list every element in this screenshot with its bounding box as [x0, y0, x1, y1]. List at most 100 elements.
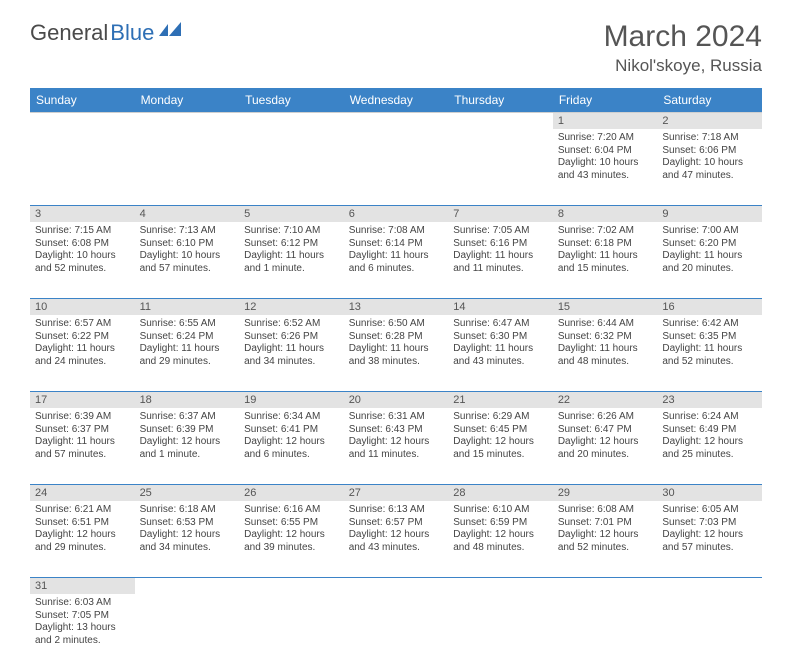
- day-d1: Daylight: 12 hours: [140, 529, 235, 542]
- dow-mon: Monday: [135, 88, 240, 113]
- week-row: Sunrise: 6:21 AMSunset: 6:51 PMDaylight:…: [30, 501, 762, 578]
- day-cell: [344, 129, 449, 206]
- day-d2: and 52 minutes.: [662, 356, 757, 369]
- day-cell: Sunrise: 6:42 AMSunset: 6:35 PMDaylight:…: [657, 315, 762, 392]
- day-cell: Sunrise: 7:18 AMSunset: 6:06 PMDaylight:…: [657, 129, 762, 206]
- day-sr: Sunrise: 6:18 AM: [140, 504, 235, 517]
- day-cell: Sunrise: 7:05 AMSunset: 6:16 PMDaylight:…: [448, 222, 553, 299]
- day-cell: Sunrise: 6:10 AMSunset: 6:59 PMDaylight:…: [448, 501, 553, 578]
- logo-text-1: General: [30, 20, 108, 46]
- day-cell: [239, 129, 344, 206]
- day-cell: Sunrise: 6:03 AMSunset: 7:05 PMDaylight:…: [30, 594, 135, 670]
- day-number: 9: [657, 206, 762, 223]
- day-cell: [448, 594, 553, 670]
- day-ss: Sunset: 7:03 PM: [662, 517, 757, 530]
- day-d2: and 43 minutes.: [349, 542, 444, 555]
- day-d1: Daylight: 12 hours: [558, 436, 653, 449]
- day-ss: Sunset: 6:39 PM: [140, 424, 235, 437]
- day-d1: Daylight: 12 hours: [244, 529, 339, 542]
- day-d2: and 43 minutes.: [453, 356, 548, 369]
- day-sr: Sunrise: 6:57 AM: [35, 318, 130, 331]
- day-d2: and 43 minutes.: [558, 170, 653, 183]
- week-row: Sunrise: 6:39 AMSunset: 6:37 PMDaylight:…: [30, 408, 762, 485]
- day-cell: Sunrise: 6:18 AMSunset: 6:53 PMDaylight:…: [135, 501, 240, 578]
- day-d2: and 15 minutes.: [453, 449, 548, 462]
- day-d2: and 57 minutes.: [140, 263, 235, 276]
- month-title: March 2024: [604, 20, 762, 54]
- day-sr: Sunrise: 6:08 AM: [558, 504, 653, 517]
- daynum-row: 10111213141516: [30, 299, 762, 316]
- day-d2: and 6 minutes.: [349, 263, 444, 276]
- day-d2: and 15 minutes.: [558, 263, 653, 276]
- day-ss: Sunset: 6:28 PM: [349, 331, 444, 344]
- day-d2: and 11 minutes.: [453, 263, 548, 276]
- day-d2: and 29 minutes.: [35, 542, 130, 555]
- day-number: 24: [30, 485, 135, 502]
- day-ss: Sunset: 6:24 PM: [140, 331, 235, 344]
- day-d1: Daylight: 11 hours: [35, 436, 130, 449]
- day-ss: Sunset: 6:12 PM: [244, 238, 339, 251]
- day-sr: Sunrise: 7:10 AM: [244, 225, 339, 238]
- day-cell: Sunrise: 7:15 AMSunset: 6:08 PMDaylight:…: [30, 222, 135, 299]
- day-d1: Daylight: 12 hours: [349, 436, 444, 449]
- day-d2: and 34 minutes.: [244, 356, 339, 369]
- day-d2: and 48 minutes.: [558, 356, 653, 369]
- day-cell: [30, 129, 135, 206]
- day-sr: Sunrise: 6:34 AM: [244, 411, 339, 424]
- day-d1: Daylight: 10 hours: [662, 157, 757, 170]
- location: Nikol'skoye, Russia: [604, 56, 762, 76]
- day-number: 30: [657, 485, 762, 502]
- day-d1: Daylight: 12 hours: [35, 529, 130, 542]
- day-sr: Sunrise: 6:29 AM: [453, 411, 548, 424]
- day-number: 2: [657, 113, 762, 130]
- day-d1: Daylight: 12 hours: [453, 436, 548, 449]
- day-d2: and 38 minutes.: [349, 356, 444, 369]
- day-d1: Daylight: 11 hours: [662, 343, 757, 356]
- daynum-row: 24252627282930: [30, 485, 762, 502]
- day-number: 10: [30, 299, 135, 316]
- dow-fri: Friday: [553, 88, 658, 113]
- day-cell: Sunrise: 6:44 AMSunset: 6:32 PMDaylight:…: [553, 315, 658, 392]
- day-cell: Sunrise: 6:50 AMSunset: 6:28 PMDaylight:…: [344, 315, 449, 392]
- daynum-row: 3456789: [30, 206, 762, 223]
- day-cell: Sunrise: 6:31 AMSunset: 6:43 PMDaylight:…: [344, 408, 449, 485]
- day-cell: [135, 129, 240, 206]
- day-ss: Sunset: 6:18 PM: [558, 238, 653, 251]
- dow-sat: Saturday: [657, 88, 762, 113]
- week-row: Sunrise: 7:15 AMSunset: 6:08 PMDaylight:…: [30, 222, 762, 299]
- day-sr: Sunrise: 6:10 AM: [453, 504, 548, 517]
- day-d1: Daylight: 13 hours: [35, 622, 130, 635]
- day-sr: Sunrise: 7:20 AM: [558, 132, 653, 145]
- daynum-row: 31: [30, 578, 762, 595]
- day-d1: Daylight: 11 hours: [244, 343, 339, 356]
- day-d2: and 52 minutes.: [35, 263, 130, 276]
- day-sr: Sunrise: 7:15 AM: [35, 225, 130, 238]
- dow-wed: Wednesday: [344, 88, 449, 113]
- day-sr: Sunrise: 6:42 AM: [662, 318, 757, 331]
- day-d2: and 57 minutes.: [662, 542, 757, 555]
- day-ss: Sunset: 6:16 PM: [453, 238, 548, 251]
- day-d2: and 52 minutes.: [558, 542, 653, 555]
- day-d2: and 6 minutes.: [244, 449, 339, 462]
- day-sr: Sunrise: 7:08 AM: [349, 225, 444, 238]
- day-ss: Sunset: 6:59 PM: [453, 517, 548, 530]
- dow-row: Sunday Monday Tuesday Wednesday Thursday…: [30, 88, 762, 113]
- day-sr: Sunrise: 7:02 AM: [558, 225, 653, 238]
- title-block: March 2024 Nikol'skoye, Russia: [604, 20, 762, 76]
- day-d1: Daylight: 11 hours: [349, 250, 444, 263]
- dow-tue: Tuesday: [239, 88, 344, 113]
- day-cell: Sunrise: 7:13 AMSunset: 6:10 PMDaylight:…: [135, 222, 240, 299]
- daynum-row: 17181920212223: [30, 392, 762, 409]
- day-d1: Daylight: 12 hours: [453, 529, 548, 542]
- day-d1: Daylight: 11 hours: [35, 343, 130, 356]
- day-d1: Daylight: 11 hours: [140, 343, 235, 356]
- day-number: 1: [553, 113, 658, 130]
- day-d1: Daylight: 11 hours: [662, 250, 757, 263]
- day-sr: Sunrise: 6:26 AM: [558, 411, 653, 424]
- day-d2: and 20 minutes.: [662, 263, 757, 276]
- day-sr: Sunrise: 6:05 AM: [662, 504, 757, 517]
- day-cell: Sunrise: 6:52 AMSunset: 6:26 PMDaylight:…: [239, 315, 344, 392]
- day-sr: Sunrise: 6:52 AM: [244, 318, 339, 331]
- day-number: 23: [657, 392, 762, 409]
- day-number: 11: [135, 299, 240, 316]
